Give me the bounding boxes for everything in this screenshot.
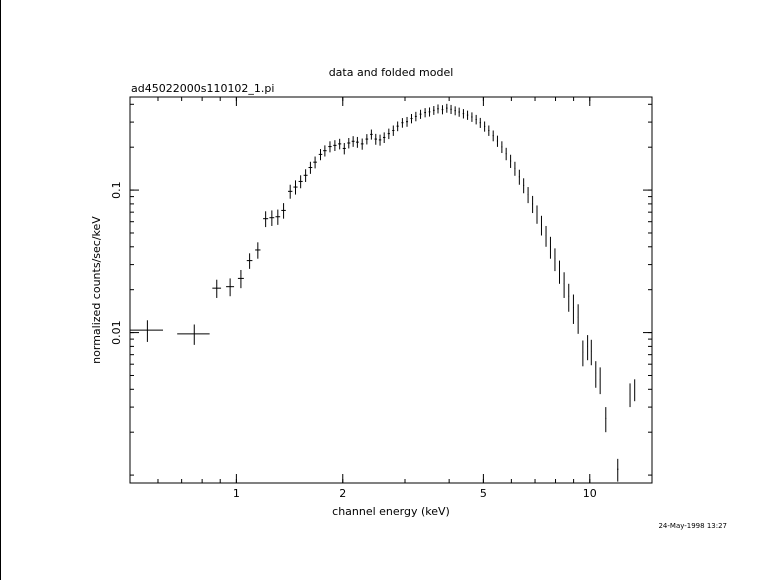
- x-tick-label: 10: [583, 487, 597, 500]
- data-point: [587, 335, 589, 361]
- y-tick-label: 0.01: [110, 320, 123, 345]
- data-point: [263, 211, 269, 228]
- data-point: [496, 135, 499, 147]
- data-point: [269, 210, 275, 226]
- data-point: [374, 133, 378, 145]
- data-point: [293, 180, 298, 195]
- data-point: [308, 161, 313, 174]
- data-point: [396, 121, 399, 132]
- data-point: [378, 134, 382, 146]
- data-point: [365, 134, 369, 145]
- data-point: [246, 253, 253, 269]
- data-point: [303, 169, 308, 182]
- data-point: [458, 107, 460, 117]
- data-point: [255, 242, 261, 259]
- data-point: [572, 294, 574, 324]
- data-point: [392, 125, 395, 136]
- data-point: [536, 205, 538, 224]
- data-point: [318, 149, 323, 161]
- data-point: [532, 195, 534, 214]
- data-point: [347, 138, 351, 149]
- data-point: [370, 129, 373, 140]
- data-point: [605, 407, 607, 433]
- data-point: [351, 136, 355, 147]
- data-point: [360, 138, 364, 150]
- data-point: [471, 112, 473, 122]
- chart-title: data and folded model: [329, 66, 454, 79]
- x-tick-label: 2: [339, 487, 346, 500]
- data-point: [338, 138, 342, 150]
- data-point: [130, 320, 164, 342]
- data-point: [437, 104, 439, 114]
- data-point: [406, 116, 409, 127]
- data-point: [441, 105, 444, 115]
- x-axis-label: channel energy (keV): [332, 505, 450, 518]
- y-axis-label: normalized counts/sec/keV: [90, 216, 103, 364]
- data-point: [323, 145, 327, 157]
- timestamp: 24-May-1998 13:27: [658, 522, 727, 530]
- data-point: [599, 367, 601, 395]
- data-point: [454, 106, 456, 116]
- data-point: [523, 178, 525, 194]
- data-points: [130, 103, 636, 482]
- data-point: [424, 108, 426, 118]
- data-point: [577, 304, 579, 334]
- data-point: [419, 109, 422, 119]
- data-point: [582, 340, 584, 367]
- data-point: [177, 324, 210, 345]
- data-point: [488, 125, 490, 136]
- plot-frame: [129, 96, 653, 484]
- data-point: [387, 128, 390, 140]
- data-point: [617, 458, 619, 482]
- data-point: [342, 142, 346, 155]
- window-left-border: [0, 0, 1, 580]
- data-point: [298, 175, 303, 189]
- data-point: [466, 110, 469, 120]
- data-point: [510, 154, 512, 168]
- data-point: [568, 283, 570, 312]
- data-point: [450, 104, 452, 114]
- data-point: [313, 156, 317, 169]
- data-point: [595, 361, 597, 388]
- data-point: [212, 279, 222, 298]
- data-point: [328, 141, 332, 153]
- data-point: [355, 136, 359, 148]
- data-point: [540, 215, 542, 236]
- data-point: [446, 103, 448, 113]
- data-point: [401, 118, 404, 128]
- data-point: [501, 141, 503, 154]
- data-point: [288, 184, 293, 199]
- data-point: [237, 269, 244, 289]
- axis-ticks: 1 2 5 10 0.01 0.1: [110, 97, 652, 500]
- data-point: [414, 111, 417, 122]
- data-point: [590, 339, 592, 366]
- data-point: [432, 106, 435, 115]
- data-point: [518, 169, 520, 185]
- data-point: [492, 130, 494, 142]
- data-point: [333, 140, 337, 152]
- data-point: [475, 114, 477, 125]
- data-point: [275, 209, 281, 225]
- data-point: [545, 225, 547, 247]
- data-point: [527, 187, 529, 204]
- chart-subtitle: ad45022000s110102_1.pi: [131, 82, 274, 95]
- data-point: [505, 147, 507, 161]
- data-point: [226, 278, 235, 297]
- data-point: [479, 117, 481, 128]
- data-point: [462, 109, 465, 119]
- data-point: [410, 113, 413, 124]
- x-tick-label: 5: [480, 487, 487, 500]
- data-point: [554, 248, 556, 272]
- data-point: [281, 203, 286, 219]
- x-tick-label: 1: [233, 487, 240, 500]
- data-point: [383, 132, 386, 143]
- data-point: [484, 121, 486, 132]
- data-point: [563, 272, 565, 298]
- data-point: [549, 236, 551, 259]
- data-point: [514, 161, 516, 176]
- data-point: [428, 107, 431, 117]
- data-point: [559, 260, 561, 284]
- y-tick-label: 0.1: [110, 181, 123, 199]
